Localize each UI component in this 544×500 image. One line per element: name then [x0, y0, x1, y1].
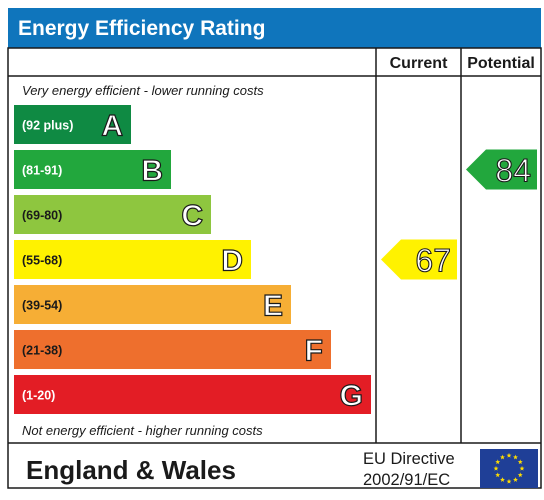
band-c: (69-80) C — [14, 195, 211, 234]
band-a: (92 plus) A — [14, 105, 131, 144]
footer-directive-line1: EU Directive — [363, 450, 455, 468]
chart-frame — [7, 47, 542, 489]
column-header-potential: Potential — [467, 55, 535, 72]
eu-star — [500, 454, 505, 460]
band-letter: A — [101, 110, 123, 143]
bottom-note: Not energy efficient - higher running co… — [22, 423, 263, 438]
band-bar — [14, 330, 331, 369]
band-letter: D — [221, 245, 243, 278]
band-f: (21-38) F — [14, 330, 331, 369]
eu-star — [500, 477, 505, 482]
potential-arrow-shape — [466, 149, 537, 190]
band-bar — [14, 375, 371, 414]
column-header-current: Current — [390, 55, 448, 72]
eu-star — [517, 459, 523, 465]
eu-star — [506, 452, 512, 458]
potential-rating-value: 84 — [495, 153, 531, 189]
eu-flag-icon — [480, 449, 538, 488]
band-range-label: (21-38) — [22, 344, 62, 358]
band-bar — [14, 285, 291, 324]
band-bar — [14, 105, 131, 144]
rating-markers: 67 84 — [381, 149, 537, 280]
eu-star — [493, 465, 499, 471]
current-arrow-shape — [381, 239, 457, 280]
current-rating-value: 67 — [415, 243, 451, 279]
eu-star — [513, 454, 518, 460]
band-range-label: (1-20) — [22, 389, 55, 403]
band-e: (39-54) E — [14, 285, 291, 324]
eu-star — [519, 465, 525, 471]
eu-star — [517, 472, 523, 478]
eu-star — [495, 459, 501, 465]
band-range-label: (39-54) — [22, 299, 62, 313]
footer-directive-line2: 2002/91/EC — [363, 471, 450, 489]
band-letter: F — [305, 335, 323, 368]
top-note: Very energy efficient - lower running co… — [22, 83, 264, 98]
eu-star — [495, 472, 501, 478]
band-b: (81-91) B — [14, 150, 171, 189]
rating-bands: (92 plus) A (81-91) B (69-80) C (55-68) D (39-54… — [14, 105, 371, 414]
chart-title: Energy Efficiency Rating — [18, 17, 265, 40]
band-bar — [14, 195, 211, 234]
band-range-label: (92 plus) — [22, 119, 73, 133]
potential-rating-marker: 84 — [466, 149, 537, 190]
band-g: (1-20) G — [14, 375, 371, 414]
band-range-label: (55-68) — [22, 254, 62, 268]
current-rating-marker: 67 — [381, 239, 457, 280]
eu-star — [513, 477, 518, 482]
band-bar — [14, 150, 171, 189]
band-range-label: (81-91) — [22, 164, 62, 178]
band-letter: G — [340, 380, 363, 413]
band-d: (55-68) D — [14, 240, 251, 279]
footer-region: England & Wales — [26, 455, 236, 485]
band-letter: E — [263, 290, 283, 323]
band-bar — [14, 240, 251, 279]
band-range-label: (69-80) — [22, 209, 62, 223]
header-bar — [8, 8, 541, 48]
band-letter: C — [181, 200, 203, 233]
band-letter: B — [141, 155, 163, 188]
eu-star — [506, 478, 512, 484]
